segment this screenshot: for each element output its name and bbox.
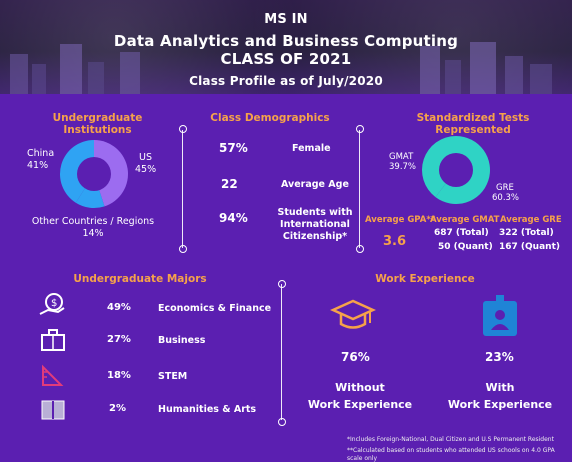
divider-3-top-dot	[278, 280, 286, 288]
major-2-pct: 27%	[107, 334, 131, 345]
with-experience-line2: Work Experience	[447, 398, 553, 411]
city-skyline-image	[10, 42, 552, 94]
donut-slice-us	[94, 140, 128, 207]
female-value: 57%	[219, 141, 248, 155]
divider-3-bottom-dot	[278, 418, 286, 426]
divider-1	[182, 130, 183, 248]
age-label: Average Age	[281, 179, 349, 190]
header-date: Class Profile as of July/2020	[189, 74, 383, 88]
avg-gpa-label: Average GPA**	[365, 215, 436, 225]
china-pct: 41%	[27, 160, 49, 171]
intl-label-3: Citizenship*	[282, 231, 348, 242]
gre-label: GRE	[496, 183, 514, 193]
without-experience-pct: 76%	[341, 350, 370, 364]
footnote-2: **Calculated based on students who atten…	[347, 447, 555, 462]
major-2-label: Business	[158, 335, 206, 346]
age-value: 22	[221, 177, 238, 191]
intl-value: 94%	[219, 211, 248, 225]
with-experience-pct: 23%	[485, 350, 514, 364]
major-1-label: Economics & Finance	[158, 303, 272, 314]
graduation-cap-icon	[330, 299, 376, 329]
other-pct: 14%	[82, 228, 104, 239]
header-program: MS IN	[264, 12, 308, 27]
experience-title: Work Experience	[375, 273, 475, 285]
money-hand-icon: $	[39, 293, 65, 315]
header-class: CLASS OF 2021	[220, 50, 352, 68]
avg-gmat-quant: 50 (Quant)	[438, 242, 493, 252]
avg-gre-total: 322 (Total)	[499, 228, 554, 238]
major-1-pct: 49%	[107, 302, 131, 313]
majors-title: Undergraduate Majors	[73, 273, 207, 285]
id-badge-icon	[483, 295, 517, 336]
us-pct: 45%	[135, 164, 157, 175]
us-label: US	[139, 152, 152, 163]
with-experience-line1: With	[485, 381, 515, 394]
divider-2-bottom-dot	[356, 245, 364, 253]
header-title: Data Analytics and Business Computing	[113, 32, 459, 50]
divider-2	[359, 130, 360, 248]
tests-title-line2: Represented	[435, 124, 511, 136]
major-3-pct: 18%	[107, 370, 131, 381]
other-label: Other Countries / Regions	[31, 216, 155, 227]
divider-3	[281, 284, 282, 420]
donut-slice-other	[75, 174, 105, 208]
intl-label-2: International	[280, 219, 350, 230]
avg-gre-quant: 167 (Quant)	[499, 242, 560, 252]
gmat-pct: 39.7%	[389, 162, 417, 172]
divider-2-top-dot	[356, 125, 364, 133]
intl-label-1: Students with	[277, 207, 353, 218]
divider-1-bottom-dot	[179, 245, 187, 253]
major-3-label: STEM	[158, 371, 188, 382]
without-experience-line1: Without	[335, 381, 385, 394]
footnote-1: *Includes Foreign-National, Dual Citizen…	[347, 436, 554, 443]
institutions-donut-chart	[59, 140, 128, 208]
donut-slice-gmat	[422, 136, 456, 198]
female-label: Female	[292, 143, 331, 154]
major-4-label: Humanities & Arts	[158, 404, 257, 415]
tests-donut-chart	[422, 136, 490, 204]
gmat-label: GMAT	[389, 152, 414, 162]
tests-title-line1: Standardized Tests	[416, 112, 530, 124]
book-icon	[41, 400, 65, 420]
header-banner: MS IN Data Analytics and Business Comput…	[0, 0, 572, 94]
ruler-triangle-icon	[42, 364, 64, 386]
china-label: China	[27, 148, 55, 159]
avg-gmat-total: 687 (Total)	[434, 228, 489, 238]
divider-1-top-dot	[179, 125, 187, 133]
without-experience-line2: Work Experience	[307, 398, 413, 411]
major-4-pct: 2%	[109, 403, 126, 414]
svg-text:$: $	[51, 298, 57, 309]
avg-gmat-label: Average GMAT	[430, 215, 500, 225]
gre-pct: 60.3%	[492, 193, 520, 203]
briefcase-icon	[41, 329, 65, 351]
demographics-title: Class Demographics	[210, 112, 330, 124]
avg-gre-label: Average GRE	[500, 215, 562, 225]
avg-gpa-value: 3.6	[383, 234, 407, 249]
institutions-title: Undergraduate Institutions	[52, 112, 143, 136]
